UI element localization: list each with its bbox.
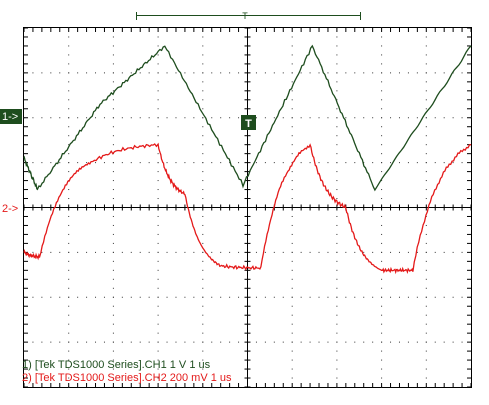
ch1-caption: 1) [Tek TDS1000 Series].CH1 1 V 1 us: [22, 359, 211, 371]
ch1-trace: [23, 44, 472, 192]
trigger-level-marker[interactable]: T: [241, 115, 256, 130]
graticule-grid: [23, 27, 472, 388]
trigger-position-marker: T: [242, 11, 248, 21]
ch1-ground-marker[interactable]: 1->: [0, 109, 22, 124]
ch1-marker-label: 1->: [2, 111, 18, 123]
ch2-caption: 2) [Tek TDS1000 Series].CH2 200 mV 1 us: [22, 372, 232, 384]
ch2-trace: [23, 142, 472, 275]
channel-captions: 1) [Tek TDS1000 Series].CH1 1 V 1 us 2) …: [22, 359, 482, 385]
ch2-ground-marker[interactable]: 2->: [2, 203, 18, 215]
trigger-level-label: T: [245, 118, 252, 130]
time-window-bracket: [136, 12, 361, 20]
